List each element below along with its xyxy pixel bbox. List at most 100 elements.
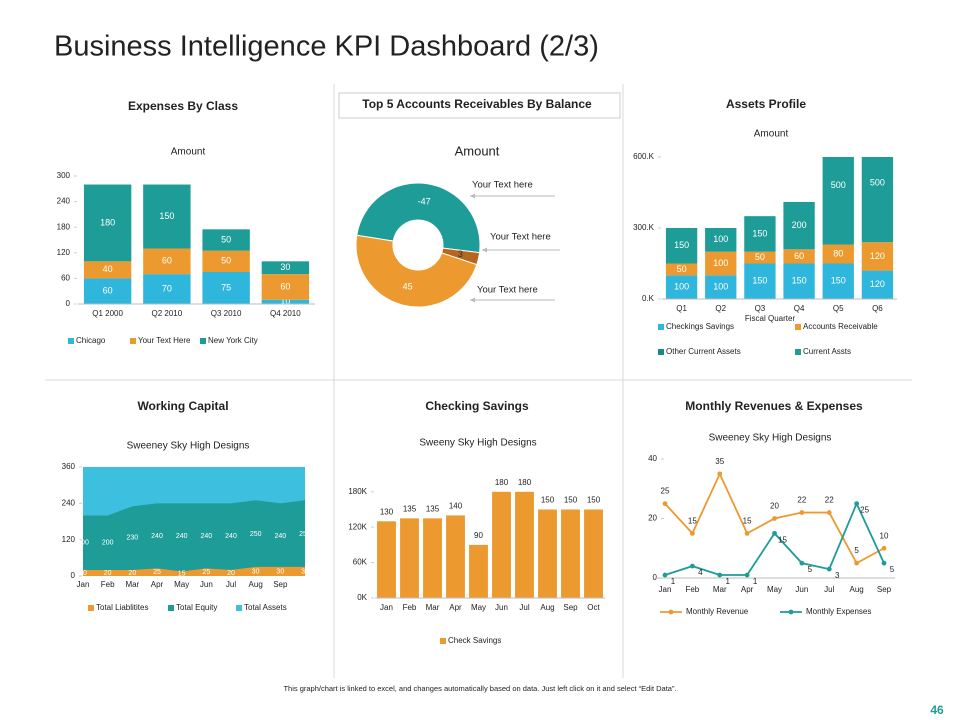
legend-swatch	[795, 324, 801, 330]
bar	[861, 242, 894, 271]
bar	[861, 270, 894, 299]
marker	[799, 560, 805, 566]
marker	[717, 572, 723, 578]
legend-swatch	[130, 338, 136, 344]
data-label: 20	[227, 570, 235, 577]
bar	[538, 509, 557, 598]
bar	[783, 263, 815, 299]
legend-swatch	[658, 349, 664, 355]
y-tick-label: 180	[57, 222, 71, 231]
panel-subtitle: Sweeny Sky High Designs	[419, 438, 536, 449]
data-label: 20	[770, 502, 779, 511]
data-label: 150	[752, 228, 767, 238]
x-tick-label: Aug	[540, 603, 554, 612]
x-tick-label: Feb	[685, 585, 699, 594]
data-label: 20	[79, 570, 87, 577]
bar	[143, 274, 191, 304]
y-tick-label: 120	[62, 535, 76, 544]
data-label: 20	[104, 570, 112, 577]
bar	[202, 229, 250, 251]
bar	[861, 157, 894, 243]
bar	[83, 278, 132, 304]
x-tick-label: Jun	[495, 603, 508, 612]
x-tick-label: Sep	[877, 585, 892, 594]
data-label: 3	[458, 249, 463, 259]
arrow-head	[482, 247, 487, 253]
y-tick-label: 300.K	[633, 223, 655, 232]
data-label: 250	[250, 531, 262, 538]
data-label: 150	[752, 276, 767, 286]
data-label: 22	[797, 496, 806, 505]
bar	[83, 261, 132, 279]
y-tick-label: 60K	[353, 558, 368, 567]
legend-marker	[788, 609, 794, 615]
bar	[261, 261, 310, 275]
data-label: 90	[474, 531, 483, 540]
x-tick-label: Q4 2010	[270, 309, 301, 318]
panel-subtitle: Amount	[171, 147, 206, 158]
data-label: 10	[280, 296, 290, 306]
x-tick-label: Q5	[833, 304, 844, 313]
data-label: 70	[162, 283, 172, 293]
bar	[400, 518, 419, 598]
marker	[689, 530, 695, 536]
x-tick-label: Apr	[449, 603, 462, 612]
x-tick-label: Sep	[563, 603, 578, 612]
line	[664, 501, 885, 576]
legend-label: New York City	[208, 336, 258, 345]
data-label: 25	[860, 506, 869, 515]
x-tick-label: Oct	[587, 603, 600, 612]
legend-label: Monthly Revenue	[686, 607, 749, 616]
data-label: 45	[403, 282, 413, 292]
data-label: 15	[688, 516, 697, 525]
x-tick-label: Jul	[226, 580, 236, 589]
data-label: 240	[225, 533, 237, 540]
x-tick-label: Jan	[380, 603, 393, 612]
data-label: 100	[713, 234, 728, 244]
x-tick-label: Feb	[403, 603, 417, 612]
panel-subtitle: Sweeney Sky High Designs	[127, 441, 250, 452]
x-tick-label: Jan	[77, 580, 90, 589]
marker	[881, 545, 887, 551]
bars: 60 40 180 70 60 150 75 50 50 10 60 30	[83, 184, 310, 306]
x-tick-label: Q1	[676, 304, 687, 313]
donut-slice	[355, 234, 478, 308]
x-axis-label: Fiscal Quarter	[745, 314, 796, 323]
x-tick-label: Jun	[200, 580, 213, 589]
data-label: 1	[671, 577, 676, 586]
bar	[705, 251, 737, 276]
x-tick-label: Q3 2010	[211, 309, 242, 318]
marker	[662, 572, 668, 578]
data-label: 5	[890, 565, 895, 574]
data-label: 240	[200, 533, 212, 540]
data-label: 180	[100, 217, 115, 227]
bar	[202, 272, 250, 304]
bar	[705, 275, 737, 299]
panel-title: Top 5 Accounts Receivables By Balance	[362, 97, 592, 111]
legend-swatch	[658, 324, 664, 330]
bar	[143, 184, 191, 249]
bars	[377, 491, 603, 598]
data-label: 200	[77, 540, 89, 547]
bar	[83, 184, 132, 262]
marker	[854, 560, 860, 566]
bar	[665, 228, 698, 264]
x-tick-label: May	[471, 603, 486, 612]
x-tick-label: Q2	[715, 304, 726, 313]
data-label: 140	[449, 502, 463, 511]
legend-swatch	[236, 605, 242, 611]
data-label: 150	[831, 276, 846, 286]
x-tick-label: Q3	[755, 304, 766, 313]
y-tick-label: 180K	[348, 487, 367, 496]
data-label: 1	[753, 577, 758, 586]
page-title: Business Intelligence KPI Dashboard (2/3…	[54, 31, 599, 63]
marker	[744, 572, 750, 578]
data-label: 150	[564, 496, 578, 505]
marker	[826, 510, 832, 515]
bar	[261, 299, 310, 304]
marker	[799, 510, 805, 515]
data-label: -47	[418, 196, 431, 206]
y-tick-label: 40	[648, 454, 657, 463]
data-label: 50	[677, 264, 687, 274]
